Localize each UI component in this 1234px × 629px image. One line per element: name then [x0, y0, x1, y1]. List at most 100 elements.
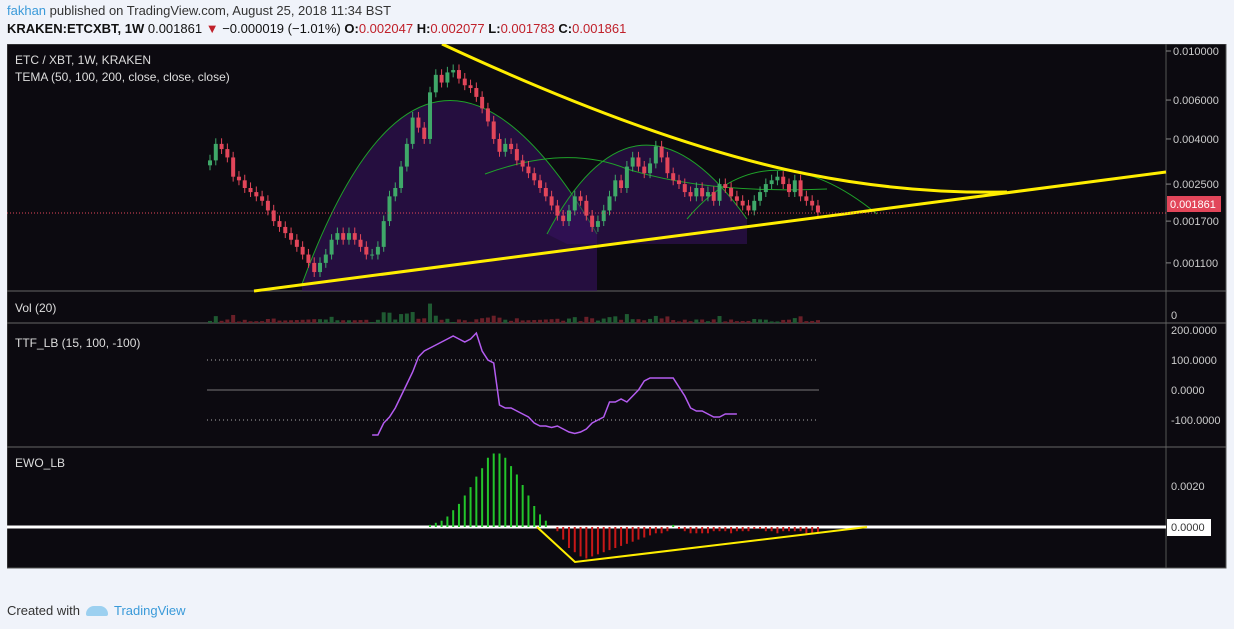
- price-chart[interactable]: 0.010000 0.006000 0.004000 0.002500 0.001700…: [7, 44, 1227, 569]
- open-value: 0.002047: [358, 21, 414, 36]
- ttf-line: [372, 331, 737, 436]
- volume-bar: [451, 322, 456, 323]
- candle: [213, 143, 218, 161]
- candle: [399, 166, 404, 189]
- candle: [462, 78, 467, 86]
- volume-bar: [752, 318, 757, 323]
- candle: [509, 143, 514, 150]
- candle: [242, 180, 247, 189]
- volume-bar: [462, 320, 467, 323]
- volume-bar: [433, 315, 438, 323]
- author-link[interactable]: fakhan: [7, 3, 47, 18]
- candle: [456, 70, 461, 79]
- low-value: 0.001783: [500, 21, 555, 36]
- candle: [393, 188, 398, 197]
- candle: [428, 92, 433, 139]
- volume-bar: [787, 319, 791, 323]
- volume-bar: [595, 320, 600, 323]
- candle: [659, 146, 664, 158]
- volume-bar: [671, 320, 676, 323]
- candle: [705, 192, 710, 197]
- candle: [543, 188, 548, 197]
- volume-bar: [323, 319, 328, 323]
- candle: [370, 254, 375, 256]
- candle: [815, 205, 820, 213]
- volume-bar: [688, 321, 693, 323]
- volume-bar: [572, 317, 577, 323]
- candle: [335, 233, 340, 240]
- candle: [451, 70, 456, 73]
- candle: [676, 180, 681, 185]
- volume-bar: [729, 319, 734, 323]
- vol-axis-label: 0: [1171, 310, 1177, 322]
- volume-bar: [283, 320, 288, 323]
- candle: [792, 180, 797, 193]
- volume-bars: [208, 303, 820, 323]
- candle: [584, 200, 589, 216]
- volume-bar: [213, 316, 218, 323]
- volume-bar: [526, 320, 531, 323]
- symbol: KRAKEN:ETCXBT, 1W: [7, 21, 145, 36]
- candle: [277, 221, 282, 227]
- candle: [318, 262, 323, 273]
- trendlines[interactable]: [253, 44, 1167, 293]
- candle: [752, 200, 757, 211]
- volume-bar: [798, 316, 803, 323]
- ewo-trendline: [536, 526, 868, 564]
- candle: [775, 176, 780, 181]
- candle: [700, 188, 705, 197]
- publish-text: published on TradingView.com, August 25,…: [49, 3, 392, 18]
- volume-bar: [509, 320, 514, 323]
- candle: [439, 74, 444, 83]
- candle: [688, 192, 693, 197]
- candle: [671, 173, 676, 181]
- candle: [289, 233, 294, 240]
- candle: [717, 184, 722, 201]
- volume-bar: [491, 315, 496, 323]
- volume-bar: [694, 319, 699, 323]
- volume-bar: [520, 320, 525, 323]
- candle: [433, 74, 438, 93]
- candle: [254, 192, 259, 197]
- candle: [491, 121, 496, 139]
- low-label: L:: [488, 21, 501, 36]
- candle: [271, 210, 276, 222]
- candle: [323, 254, 328, 263]
- candle: [329, 239, 334, 255]
- candle: [682, 184, 687, 193]
- candle: [729, 188, 734, 197]
- volume-bar: [399, 314, 404, 323]
- volume-bar: [468, 321, 473, 323]
- high-value: 0.002077: [430, 21, 485, 36]
- candle: [653, 146, 658, 164]
- volume-bar: [231, 314, 236, 323]
- volume-bar: [619, 319, 624, 323]
- volume-bar: [208, 320, 212, 323]
- tema-label: TEMA (50, 100, 200, close, close, close): [15, 70, 230, 84]
- candle: [445, 72, 450, 83]
- tradingview-link[interactable]: TradingView: [113, 603, 186, 618]
- volume-bar: [300, 319, 305, 323]
- volume-bar: [653, 315, 658, 323]
- ttf-tick: -100.0000: [1171, 415, 1221, 427]
- volume-bar: [763, 319, 768, 323]
- price-change: −0.000019 (−1.01%): [222, 21, 341, 36]
- tradingview-logo-icon: [85, 605, 108, 616]
- volume-bar: [364, 319, 369, 323]
- volume-bar: [590, 318, 595, 323]
- candle: [364, 246, 369, 255]
- price-tick: 0.010000: [1173, 46, 1219, 58]
- volume-bar: [792, 318, 797, 323]
- volume-bar: [624, 314, 629, 323]
- volume-bar: [607, 317, 612, 323]
- volume-bar: [248, 321, 253, 323]
- price-tick: 0.001700: [1173, 216, 1219, 228]
- volume-bar: [804, 321, 809, 323]
- volume-bar: [439, 319, 444, 323]
- volume-bar: [416, 318, 421, 323]
- candle: [538, 180, 543, 189]
- last-price: 0.001861: [147, 21, 203, 36]
- ewo-label: EWO_LB: [15, 456, 65, 470]
- candle: [381, 221, 386, 247]
- candle: [740, 200, 745, 206]
